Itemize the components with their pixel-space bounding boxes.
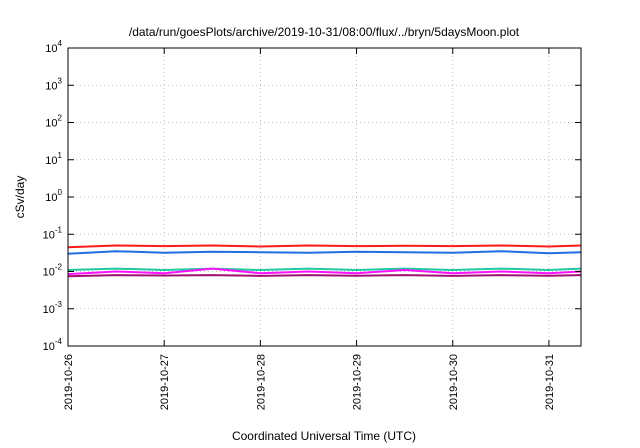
- y-tick-label: 10-3: [43, 300, 63, 316]
- y-tick-label: 104: [45, 39, 62, 55]
- series-line-3: [67, 267, 582, 271]
- y-tick-label: 10-1: [43, 225, 63, 241]
- x-tick-label: 2019-10-30: [448, 354, 460, 410]
- x-tick-label: 2019-10-27: [159, 354, 171, 410]
- y-tick-label: 101: [45, 151, 62, 167]
- y-tick-label: 103: [45, 76, 62, 92]
- x-axis-label: Coordinated Universal Time (UTC): [232, 429, 416, 443]
- x-tick-label: 2019-10-28: [255, 354, 267, 410]
- y-tick-label: 10-2: [43, 263, 63, 279]
- x-tick-label: 2019-10-29: [352, 354, 364, 410]
- x-tick-label: 2019-10-31: [544, 354, 556, 410]
- chart-title: /data/run/goesPlots/archive/2019-10-31/0…: [129, 25, 520, 39]
- series-line-1: [67, 244, 582, 249]
- y-tick-label: 100: [45, 188, 62, 204]
- y-tick-label: 102: [45, 114, 62, 130]
- series-line-4: [67, 274, 582, 278]
- series-lines: [67, 244, 582, 278]
- y-tick-label: 10-4: [43, 337, 63, 353]
- y-axis: 10-4 10-3 10-2 10-1 100 101 102 103 104: [43, 39, 581, 353]
- y-axis-label: cSv/day: [13, 176, 27, 219]
- series-line-5: [67, 267, 582, 276]
- x-axis: 2019-10-26 2019-10-27 2019-10-28 2019-10-29…: [63, 48, 556, 410]
- x-tick-label: 2019-10-26: [63, 354, 75, 410]
- series-line-2: [67, 250, 582, 255]
